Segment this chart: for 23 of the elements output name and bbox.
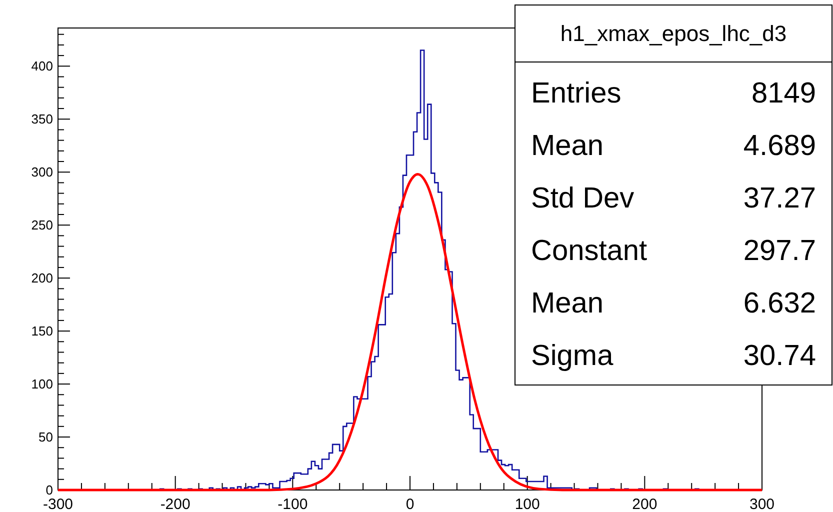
chart-title: h1_xmax_epos_lhc_d3 [560,21,787,46]
x-tick-label: 100 [514,496,540,512]
x-tick-label: 200 [632,496,658,512]
text: Mean 6.632 [531,287,816,320]
y-tick-label: 200 [31,270,53,286]
text: Entries 8149 [531,77,816,110]
x-tick-label: 300 [749,496,775,512]
y-tick-label: 250 [31,218,53,233]
text: Constant 297.7 [531,234,816,267]
y-tick-label: 400 [31,58,53,74]
y-tick-label: 150 [31,324,53,339]
x-tick-label: -200 [160,496,190,512]
x-tick-label: 0 [406,496,414,512]
text: Mean 4.689 [531,130,816,162]
y-tick-label: 350 [31,112,53,127]
x-tick-label: -300 [42,496,74,512]
x-tick-label: -100 [278,496,308,512]
y-tick-label: 50 [38,430,53,445]
text: Std Dev 37.27 [531,182,816,214]
text: Sigma 30.74 [531,340,816,372]
y-tick-label: 300 [31,164,53,180]
y-tick-label: 0 [46,482,53,498]
y-tick-label: 100 [31,376,53,392]
